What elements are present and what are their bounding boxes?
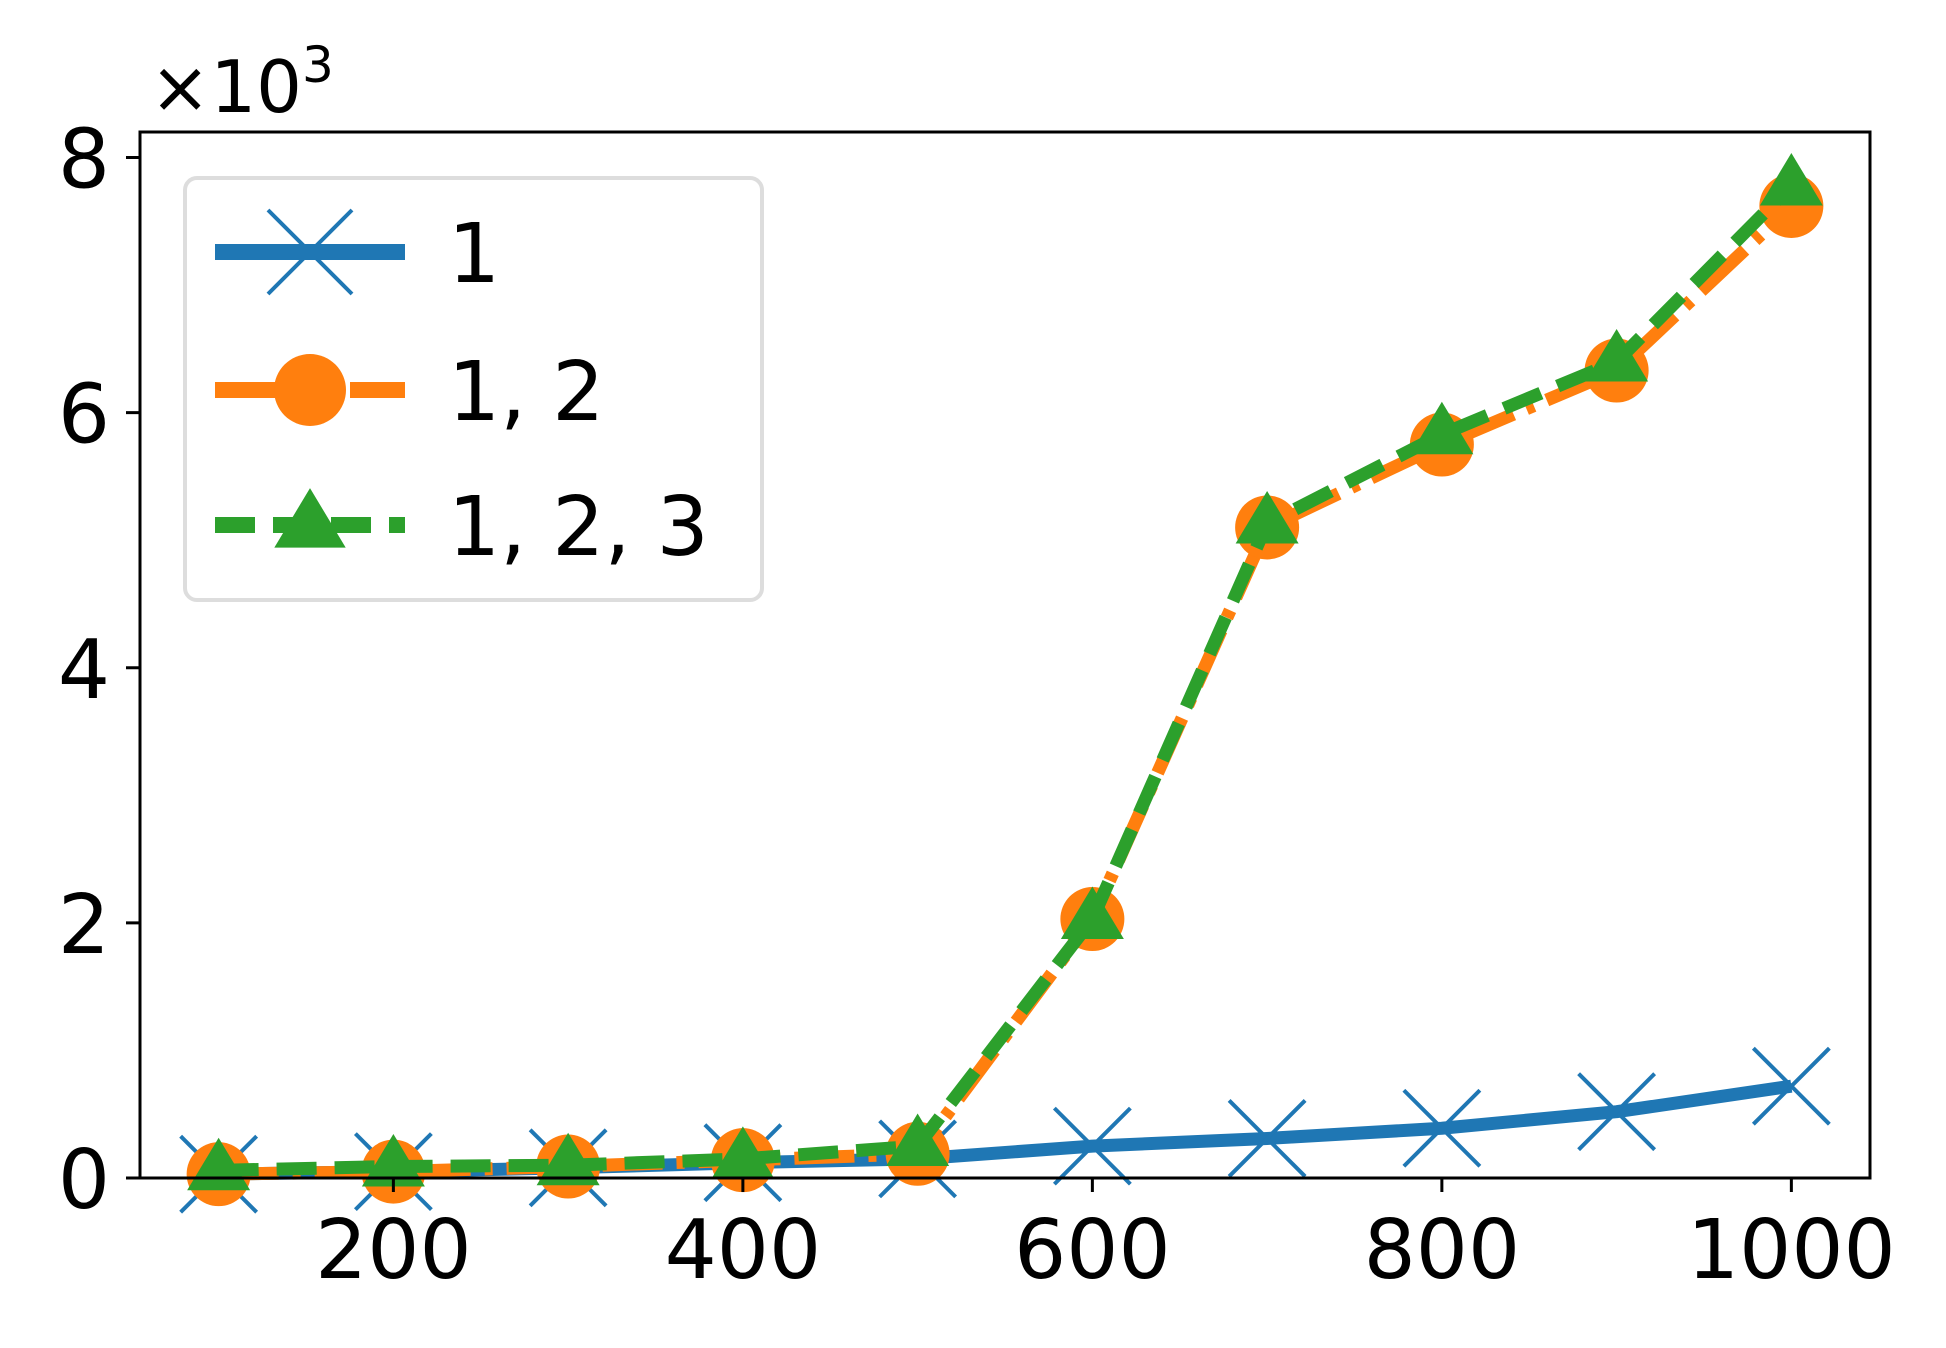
data-point	[1227, 1099, 1307, 1178]
x-tick-label: 200	[315, 1203, 472, 1298]
y-axis-multiplier: ×103	[150, 36, 334, 129]
x-tick-label: 800	[1364, 1203, 1521, 1298]
x-tick-label: 400	[665, 1203, 822, 1298]
data-point	[536, 1132, 600, 1186]
legend-label: 1, 2	[448, 345, 604, 440]
data-point	[1060, 886, 1124, 940]
legend-marker	[274, 354, 346, 426]
y-multiplier-exponent: 3	[302, 36, 334, 94]
data-point	[886, 1113, 950, 1167]
data-point	[361, 1133, 425, 1187]
data-point	[1759, 153, 1823, 206]
y-tick-label: 8	[58, 113, 110, 208]
legend: 1 1, 2 1, 2, 3	[183, 176, 764, 602]
y-axis: 0 2 4 6 8	[58, 113, 140, 1228]
y-tick-label: 4	[58, 623, 110, 718]
legend-marker	[274, 488, 346, 548]
legend-box	[183, 176, 764, 602]
plot-area	[179, 153, 1831, 1214]
x-tick-label: 1000	[1687, 1203, 1896, 1298]
y-multiplier-base: ×10	[150, 45, 302, 129]
x-tick-label: 600	[1014, 1203, 1171, 1298]
data-point	[1577, 1072, 1657, 1152]
series-1	[179, 1046, 1831, 1214]
legend-item-1: 1	[215, 207, 500, 302]
legend-item-2: 1, 2	[215, 345, 604, 440]
data-point	[1235, 491, 1299, 544]
y-tick-label: 0	[58, 1133, 110, 1228]
legend-label: 1	[448, 207, 500, 302]
data-point	[711, 1126, 775, 1179]
y-tick-label: 6	[58, 368, 110, 463]
legend-label: 1, 2, 3	[448, 480, 709, 575]
data-point	[1751, 1046, 1831, 1126]
series-3	[187, 153, 1823, 1191]
data-point	[1410, 401, 1474, 455]
data-point	[1585, 329, 1649, 382]
y-tick-label: 2	[58, 878, 110, 973]
plot-frame	[138, 130, 1872, 1180]
data-point	[1052, 1106, 1132, 1186]
legend-marker	[266, 208, 354, 296]
x-axis: 200 400 600 800 1000	[315, 1178, 1896, 1298]
legend-item-3: 1, 2, 3	[215, 480, 709, 575]
series-line	[218, 180, 1796, 1177]
data-point	[1402, 1088, 1482, 1168]
